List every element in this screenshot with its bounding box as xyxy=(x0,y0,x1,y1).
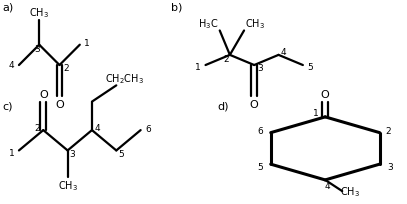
Text: 3: 3 xyxy=(70,149,75,158)
Text: 2: 2 xyxy=(386,126,392,135)
Text: CH$_2$CH$_3$: CH$_2$CH$_3$ xyxy=(105,71,144,85)
Text: O: O xyxy=(321,90,330,99)
Text: 4: 4 xyxy=(280,48,286,57)
Text: a): a) xyxy=(3,2,14,12)
Text: 6: 6 xyxy=(258,126,263,135)
Text: 6: 6 xyxy=(145,124,151,133)
Text: 2: 2 xyxy=(34,123,39,132)
Text: 4: 4 xyxy=(324,181,330,190)
Text: 3: 3 xyxy=(34,45,40,54)
Text: 2: 2 xyxy=(63,63,69,72)
Text: O: O xyxy=(39,90,48,99)
Text: 1: 1 xyxy=(84,39,90,48)
Text: 2: 2 xyxy=(223,55,229,64)
Text: O: O xyxy=(250,99,258,109)
Text: CH$_3$: CH$_3$ xyxy=(58,178,78,192)
Text: 3: 3 xyxy=(257,64,263,73)
Text: b): b) xyxy=(171,2,182,12)
Text: 1: 1 xyxy=(313,108,319,117)
Text: 5: 5 xyxy=(118,149,124,158)
Text: CH$_3$: CH$_3$ xyxy=(245,17,265,31)
Text: 5: 5 xyxy=(307,63,313,72)
Text: 3: 3 xyxy=(387,162,393,171)
Text: CH$_3$: CH$_3$ xyxy=(29,6,49,20)
Text: 5: 5 xyxy=(258,162,263,171)
Text: d): d) xyxy=(218,101,229,111)
Text: 1: 1 xyxy=(9,148,15,157)
Text: 4: 4 xyxy=(95,123,101,132)
Text: O: O xyxy=(55,99,64,109)
Text: c): c) xyxy=(3,101,13,111)
Text: 1: 1 xyxy=(195,63,201,72)
Text: H$_3$C: H$_3$C xyxy=(198,17,219,31)
Text: CH$_3$: CH$_3$ xyxy=(339,184,359,198)
Text: 4: 4 xyxy=(9,60,15,69)
